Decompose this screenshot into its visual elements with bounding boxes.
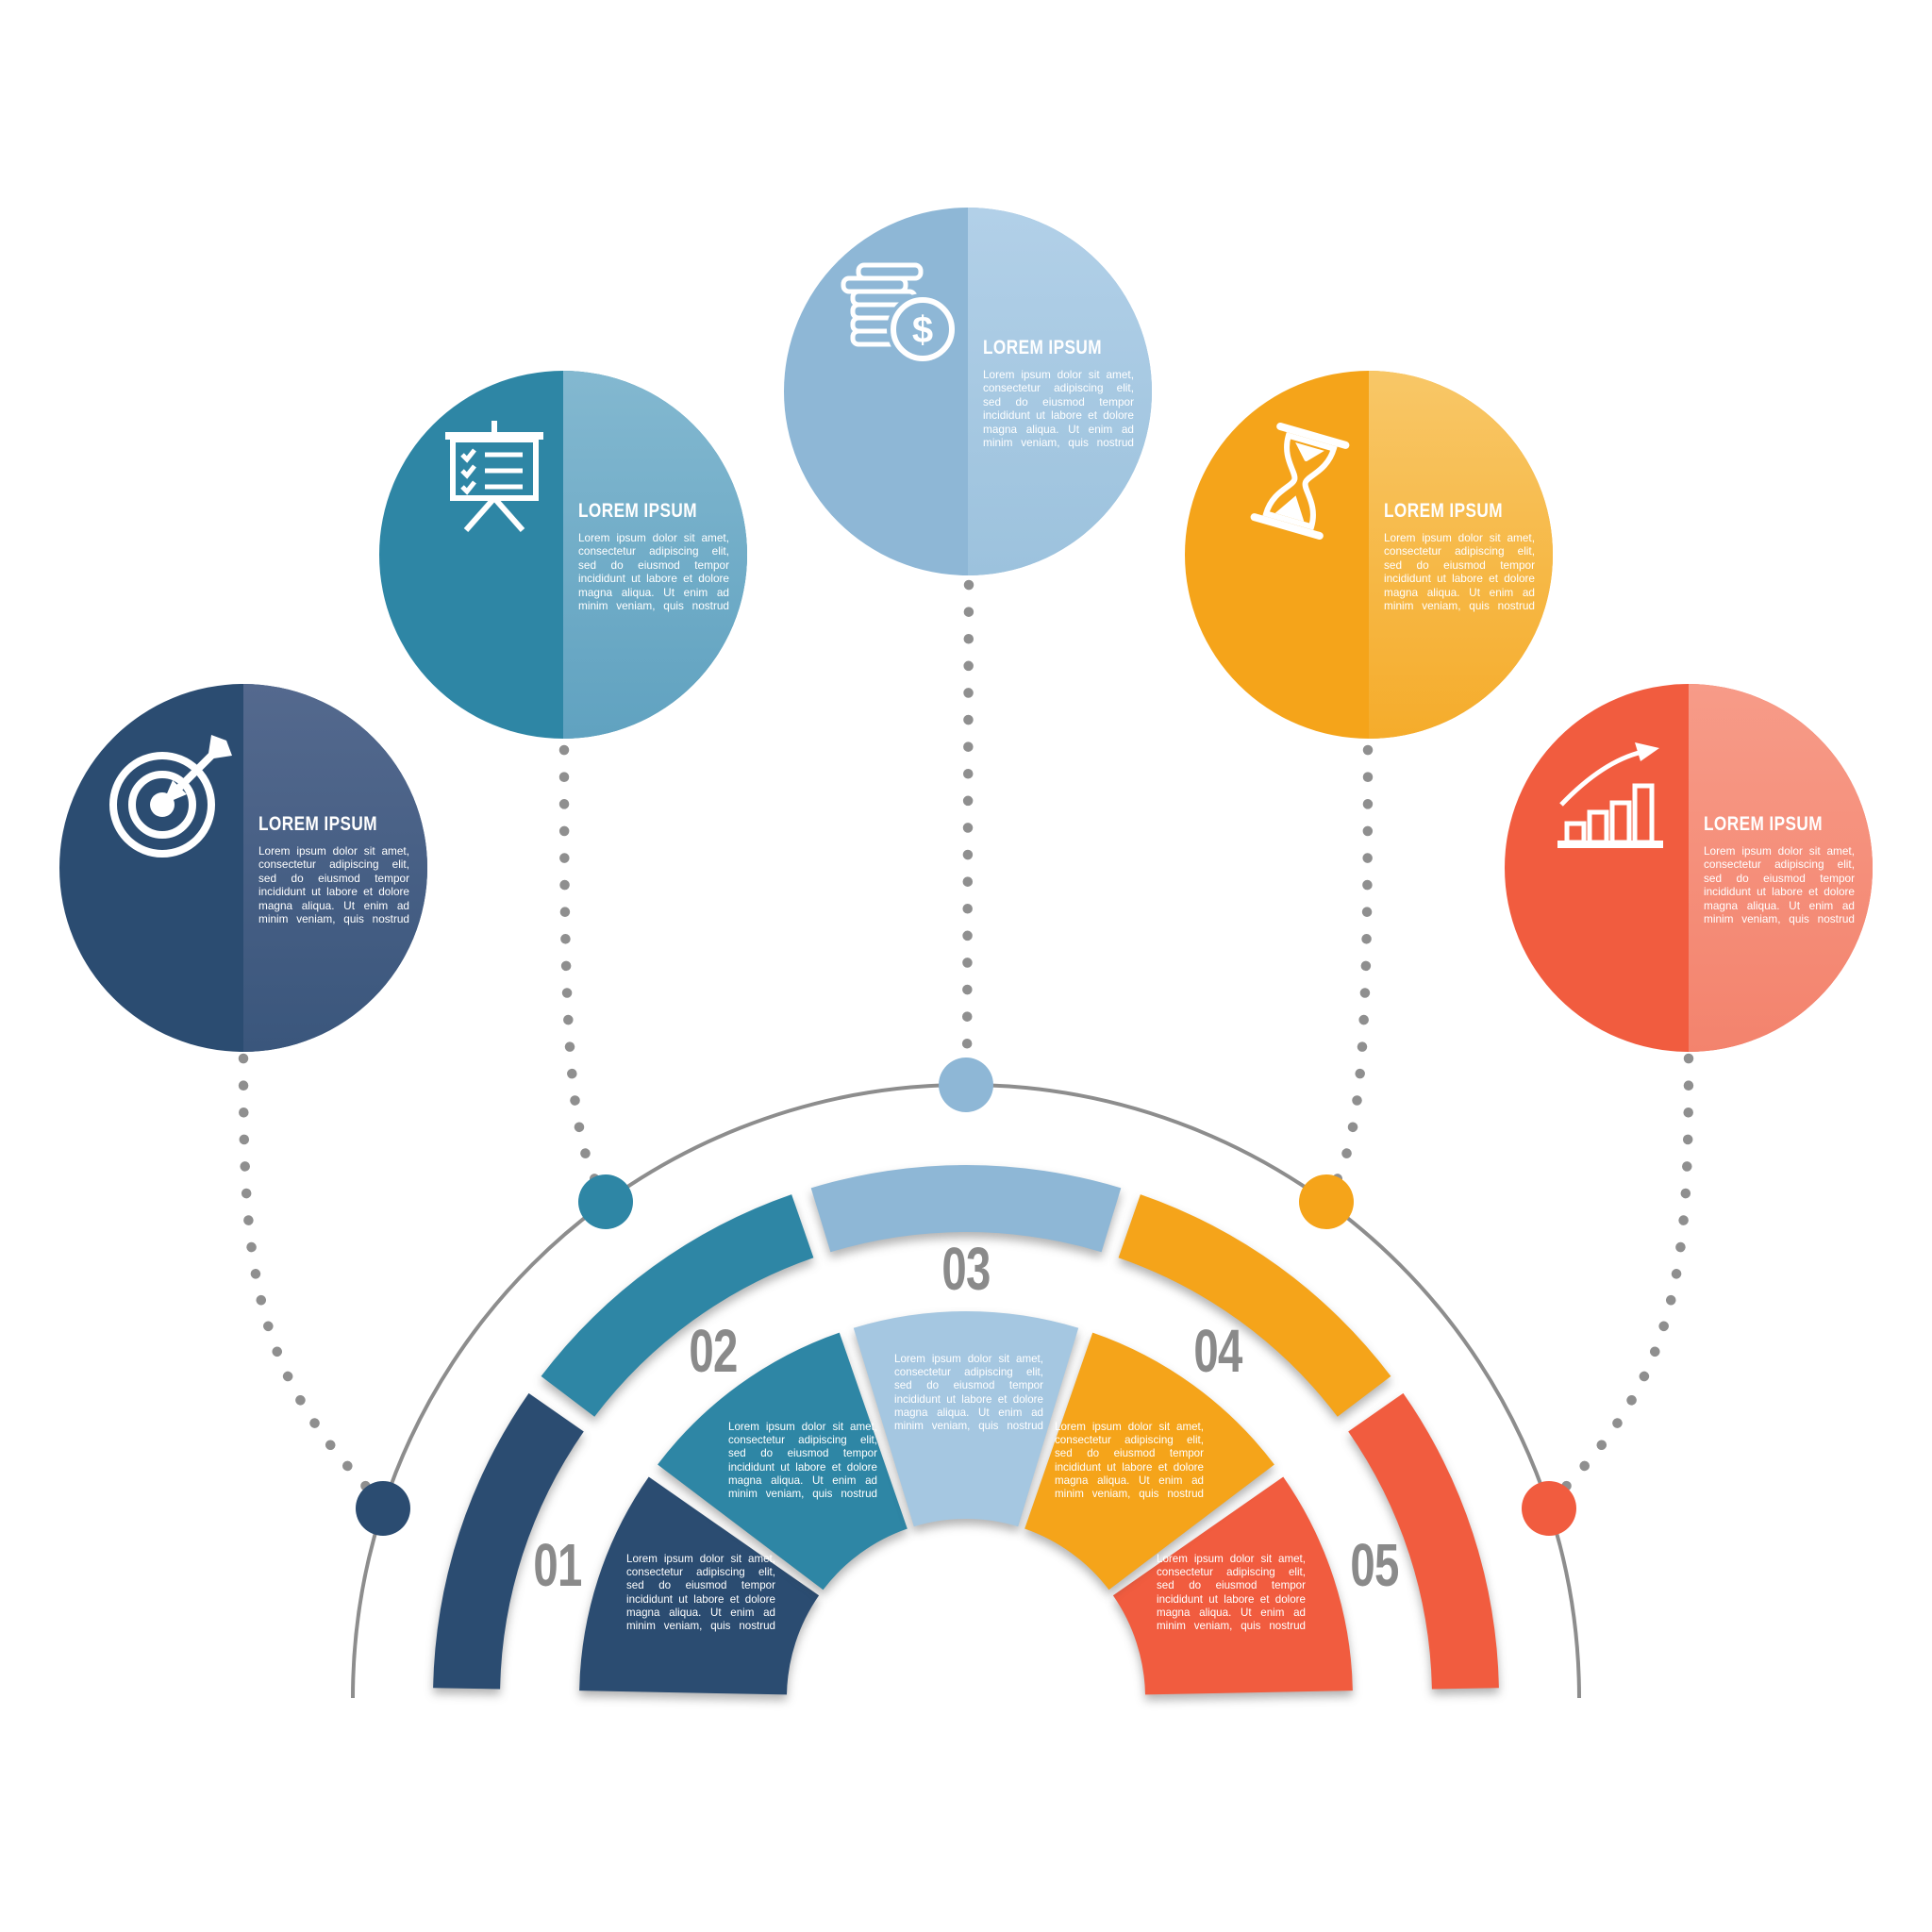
fan-sector-03-text: Lorem ipsum dolor sit amet, consectetur a… <box>894 1353 1043 1433</box>
step-circle-1 <box>59 684 427 1052</box>
fan-sector-02 <box>658 1332 908 1591</box>
growth-chart-icon <box>1557 742 1663 848</box>
presentation-board-icon <box>445 421 543 532</box>
connector-dotted-line-1 <box>238 1053 385 1506</box>
target-icon <box>109 735 232 858</box>
fan-number-02: 02 <box>689 1317 738 1385</box>
coins-dollar-icon: $ <box>841 262 958 365</box>
connector-dotted-line-2 <box>558 744 608 1199</box>
step-3-title: LOREM IPSUM <box>983 337 1103 358</box>
arc-dot-5 <box>1522 1481 1576 1536</box>
connector-dotted-line-3 <box>961 579 974 1083</box>
step-1-description: Lorem ipsum dolor sit amet, consectetur a… <box>258 844 409 926</box>
step-2-title: LOREM IPSUM <box>578 500 698 522</box>
step-circle-5 <box>1505 684 1873 1052</box>
fan-band-01 <box>433 1392 584 1690</box>
arc-dot-2 <box>578 1174 633 1229</box>
arc-dot-3 <box>939 1058 993 1112</box>
step-5-title: LOREM IPSUM <box>1704 813 1824 835</box>
step-4-title: LOREM IPSUM <box>1384 500 1504 522</box>
fan-sector-03 <box>853 1310 1079 1527</box>
fan-sector-04 <box>1024 1332 1274 1591</box>
fan-number-05: 05 <box>1350 1531 1399 1599</box>
step-circle-3: $ <box>784 208 1152 575</box>
step-2-description: Lorem ipsum dolor sit amet, consectetur a… <box>578 531 729 613</box>
dollar-glyph: $ <box>912 309 933 351</box>
fan-sector-01-text: Lorem ipsum dolor sit amet, consectetur a… <box>626 1553 775 1633</box>
fan-number-03: 03 <box>941 1235 991 1303</box>
step-3-description: Lorem ipsum dolor sit amet, consectetur a… <box>983 368 1134 450</box>
connector-dotted-line-4 <box>1324 744 1374 1199</box>
fan-band-03 <box>810 1164 1122 1253</box>
fan-sector-04-text: Lorem ipsum dolor sit amet, consectetur a… <box>1055 1421 1204 1501</box>
step-1-title: LOREM IPSUM <box>258 813 378 835</box>
fan-band-02 <box>541 1194 814 1417</box>
fan-sector-02-text: Lorem ipsum dolor sit amet, consectetur a… <box>728 1421 877 1501</box>
fan-band-04 <box>1118 1194 1391 1417</box>
fan-number-01: 01 <box>533 1531 582 1599</box>
connector-dotted-line-5 <box>1547 1053 1694 1506</box>
fan-sector-01 <box>579 1476 820 1695</box>
arc-dot-4 <box>1299 1174 1354 1229</box>
fan-sector-05-text: Lorem ipsum dolor sit amet, consectetur a… <box>1157 1553 1306 1633</box>
fan-sector-05 <box>1112 1476 1353 1695</box>
arc-dot-1 <box>356 1481 410 1536</box>
fan-band-05 <box>1348 1392 1499 1690</box>
step-5-description: Lorem ipsum dolor sit amet, consectetur a… <box>1704 844 1855 926</box>
hourglass-icon <box>1250 423 1350 540</box>
fan-number-04: 04 <box>1193 1317 1242 1385</box>
step-4-description: Lorem ipsum dolor sit amet, consectetur a… <box>1384 531 1535 613</box>
step-circle-4 <box>1185 371 1553 739</box>
step-circle-2 <box>379 371 747 739</box>
